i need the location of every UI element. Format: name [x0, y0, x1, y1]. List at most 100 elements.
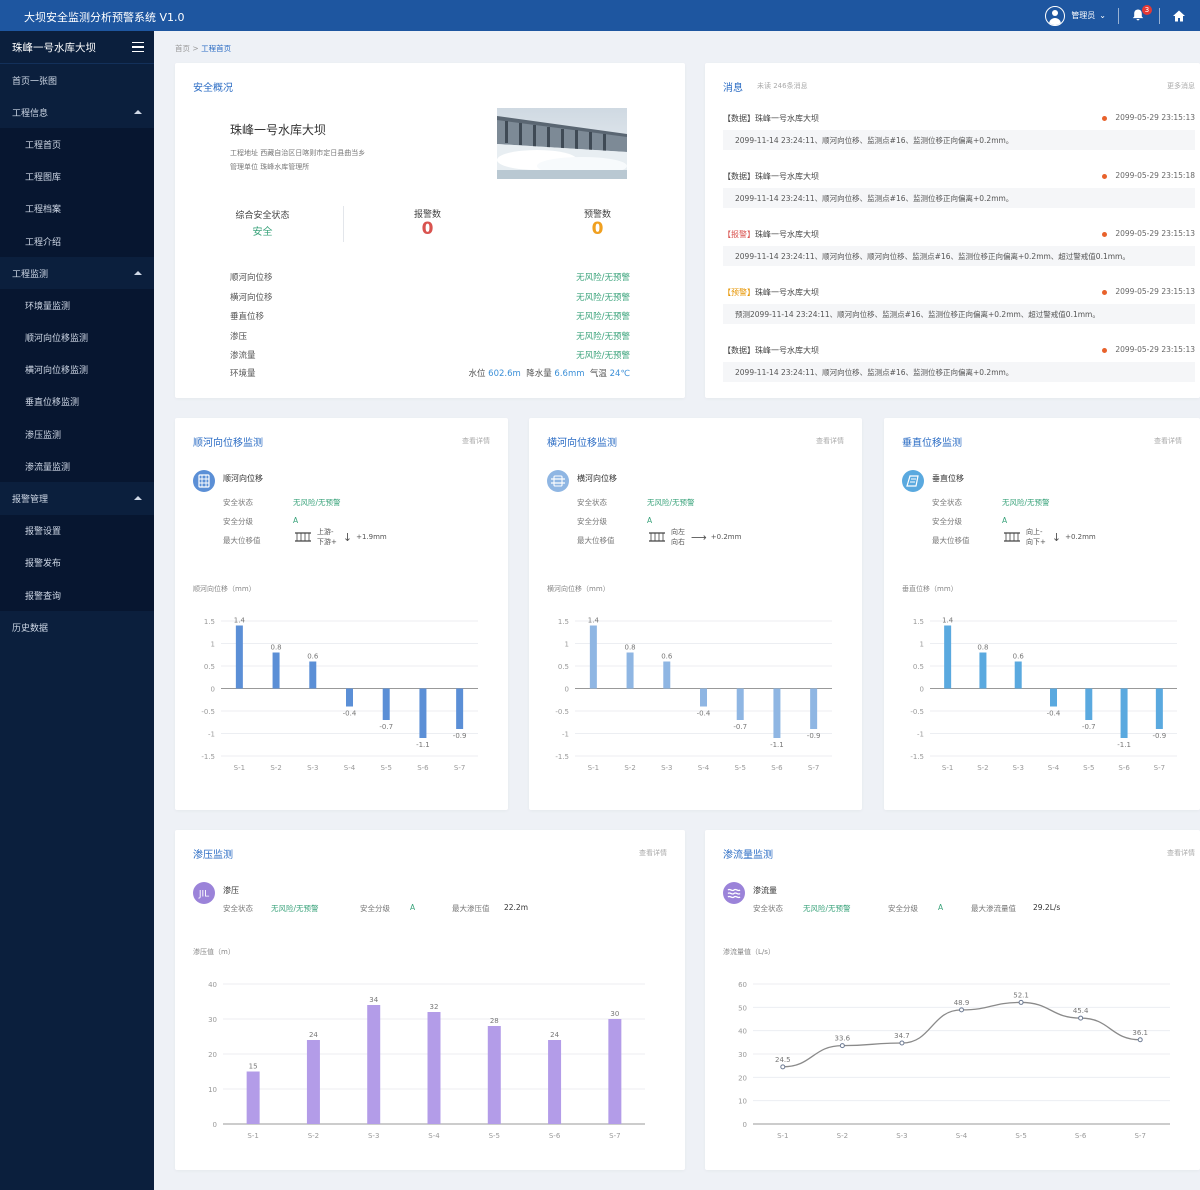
message-tag: 【数据】 [723, 114, 755, 123]
data-label: -1.1 [770, 741, 784, 749]
sidebar-item-12[interactable]: 渗流量监测 [0, 450, 154, 483]
sidebar-item-5[interactable]: 工程介绍 [0, 224, 154, 258]
flow-chart-caption: 渗流量值（L/s） [723, 948, 775, 956]
message-source: 珠峰一号水库大坝 [755, 346, 819, 355]
overview-row: 顺河向位移 无风险/无预警 [230, 271, 630, 283]
data-label: 0.6 [307, 653, 319, 661]
x-tick-label: S-7 [808, 764, 819, 772]
monitor-title: 横河向位移监测 [547, 438, 617, 449]
bar [810, 688, 818, 729]
message-tag: 【预警】 [723, 288, 755, 297]
monitor-name: 顺河向位移 [223, 474, 263, 483]
downstream-displacement-icon [193, 470, 215, 492]
sidebar-item-14[interactable]: 报警设置 [0, 514, 154, 547]
monitor-card-0: 顺河向位移监测 查看详情 顺河向位移 安全状态 无风险/无预警 安全分级 A 最大位移值 上游-… [175, 418, 508, 810]
seepage-gauge-icon: JIL [193, 882, 215, 904]
sidebar: 珠峰一号水库大坝 首页一张图 工程信息 工程首页 工程图库 工程档案 工程介绍 工程监测 环境… [0, 31, 154, 1190]
sidebar-item-9[interactable]: 横河向位移监测 [0, 353, 154, 386]
sidebar-item-1[interactable]: 工程信息 [0, 96, 154, 128]
sidebar-item-8[interactable]: 顺河向位移监测 [0, 321, 154, 354]
displacement-diagram-icon [295, 532, 311, 542]
unread-dot-icon [1102, 115, 1108, 121]
user-menu[interactable]: 管理员 [1071, 11, 1096, 20]
seepage-chart: 40 30 20 10 0 S-1 S-2 S-3 S-4 S-5 S-6 S-7 15 24 34 32 28… [195, 976, 655, 1149]
sidebar-item-3[interactable]: 工程图库 [0, 160, 154, 193]
home-icon[interactable] [1172, 9, 1186, 23]
message-time: 2099-05-29 23:15:13 [1115, 345, 1195, 354]
message-item[interactable]: 【数据】珠峰一号水库大坝 2099-05-29 23:15:13 2099-11-1… [723, 113, 1195, 150]
top-bar: 大坝安全监测分析预警系统 V1.0 管理员 ⌄ 3 [0, 0, 1200, 31]
data-label: 28 [490, 1017, 499, 1025]
seepage-detail-link[interactable]: 查看详情 [639, 849, 667, 857]
x-tick-label: S-1 [777, 1132, 788, 1140]
chevron-down-icon[interactable]: ⌄ [1099, 11, 1106, 20]
env-water-value: 602.6m [488, 369, 521, 379]
x-tick-label: S-4 [428, 1132, 440, 1140]
message-body: 2099-11-14 23:24:11、顺河向位移、监测点#16、监测位移正向偏… [723, 130, 1195, 150]
sidebar-item-7[interactable]: 环境量监测 [0, 289, 154, 322]
message-item[interactable]: 【预警】珠峰一号水库大坝 2099-05-29 23:15:13 预测2099-11… [723, 287, 1195, 324]
bell-icon[interactable]: 3 [1131, 4, 1152, 24]
message-source: 珠峰一号水库大坝 [755, 230, 819, 239]
flow-detail-link[interactable]: 查看详情 [1167, 849, 1195, 857]
monitor-card-2: 垂直位移监测 查看详情 垂直位移 安全状态 无风险/无预警 安全分级 A 最大位移值 向上- 向下… [884, 418, 1200, 810]
monitor-detail-link[interactable]: 查看详情 [462, 437, 490, 445]
x-tick-label: S-2 [270, 764, 281, 772]
x-tick-label: S-3 [1012, 764, 1023, 772]
monitor-status: 安全状态 无风险/无预警 [223, 498, 341, 507]
message-item[interactable]: 【数据】珠峰一号水库大坝 2099-05-29 23:15:13 2099-11-1… [723, 345, 1195, 382]
flow-waves-icon [723, 882, 745, 904]
y-tick-label: 1 [565, 641, 569, 649]
message-item[interactable]: 【数据】珠峰一号水库大坝 2099-05-29 23:15:18 2099-11-1… [723, 171, 1195, 208]
message-body: 2099-11-14 23:24:11、顺河向位移、监测点#16、监测位移正向偏… [723, 188, 1195, 208]
monitor-max-value: +1.9mm [356, 533, 387, 541]
data-label: 0.8 [977, 644, 988, 652]
bar [1120, 688, 1128, 738]
data-label: -1.1 [1117, 741, 1131, 749]
displacement-diagram-icon [649, 532, 665, 542]
message-tag: 【报警】 [723, 230, 755, 239]
sidebar-item-11[interactable]: 渗压监测 [0, 418, 154, 451]
unread-dot-icon [1102, 289, 1108, 295]
menu-icon[interactable] [132, 41, 144, 53]
sidebar-item-15[interactable]: 报警发布 [0, 546, 154, 579]
data-point [899, 1040, 905, 1046]
monitor-detail-link[interactable]: 查看详情 [1154, 437, 1182, 445]
user-avatar-icon[interactable] [1045, 5, 1066, 26]
row-label: 渗压 [230, 331, 248, 342]
y-tick-label: 0 [213, 1121, 217, 1129]
data-label: 15 [249, 1063, 258, 1071]
row-label: 横河向位移 [230, 292, 273, 303]
more-messages-link[interactable]: 更多消息 [1167, 82, 1195, 90]
direction-b: 向下+ [1026, 538, 1046, 546]
sidebar-item-13[interactable]: 报警管理 [0, 482, 154, 514]
monitor-detail-link[interactable]: 查看详情 [816, 437, 844, 445]
bar [487, 1026, 501, 1124]
x-tick-label: S-5 [1083, 764, 1094, 772]
data-label: -0.4 [343, 710, 357, 718]
env-row: 环境量 水位 602.6m 降水量 6.6mm 气温 24℃ [230, 367, 630, 379]
data-label: 0.6 [661, 653, 673, 661]
data-label: 52.1 [1013, 991, 1029, 999]
sidebar-item-4[interactable]: 工程档案 [0, 192, 154, 225]
sidebar-item-17[interactable]: 历史数据 [12, 623, 49, 634]
sidebar-item-6[interactable]: 工程监测 [0, 257, 154, 289]
overview-title: 安全概况 [193, 83, 233, 94]
row-label: 顺河向位移 [230, 273, 273, 283]
message-item[interactable]: 【报警】珠峰一号水库大坝 2099-05-29 23:15:13 2099-11-1… [723, 229, 1195, 266]
sidebar-item-10[interactable]: 垂直位移监测 [0, 385, 154, 419]
direction-a: 向上- [1026, 528, 1043, 536]
sidebar-item-0[interactable]: 首页一张图 [12, 76, 58, 87]
data-label: -0.7 [733, 723, 747, 731]
bar [608, 1019, 622, 1124]
bar [1050, 688, 1057, 707]
x-tick-label: S-7 [1134, 1132, 1145, 1140]
breadcrumb-home[interactable]: 首页 [175, 44, 190, 53]
y-tick-label: 0.5 [913, 663, 924, 671]
row-label: 垂直位移 [230, 312, 265, 322]
x-tick-label: S-6 [771, 764, 783, 772]
sidebar-item-2[interactable]: 工程首页 [0, 128, 154, 161]
env-water-label: 水位 [468, 369, 486, 379]
flow-status: 安全状态 无风险/无预警 [753, 904, 851, 913]
sidebar-item-16[interactable]: 报警查询 [0, 579, 154, 612]
